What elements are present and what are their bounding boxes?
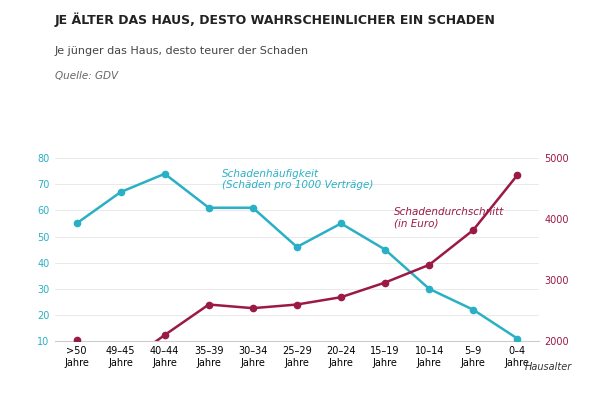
Text: Hausalter: Hausalter: [525, 362, 572, 372]
Text: Quelle: GDV: Quelle: GDV: [55, 71, 118, 81]
Text: Schadendurchschnitt
(in Euro): Schadendurchschnitt (in Euro): [394, 207, 504, 228]
Text: JE ÄLTER DAS HAUS, DESTO WAHRSCHEINLICHER EIN SCHADEN: JE ÄLTER DAS HAUS, DESTO WAHRSCHEINLICHE…: [55, 12, 496, 27]
Text: Je jünger das Haus, desto teurer der Schaden: Je jünger das Haus, desto teurer der Sch…: [55, 46, 308, 56]
Text: Schadenhäufigkeit
(Schäden pro 1000 Verträge): Schadenhäufigkeit (Schäden pro 1000 Vert…: [222, 168, 373, 190]
